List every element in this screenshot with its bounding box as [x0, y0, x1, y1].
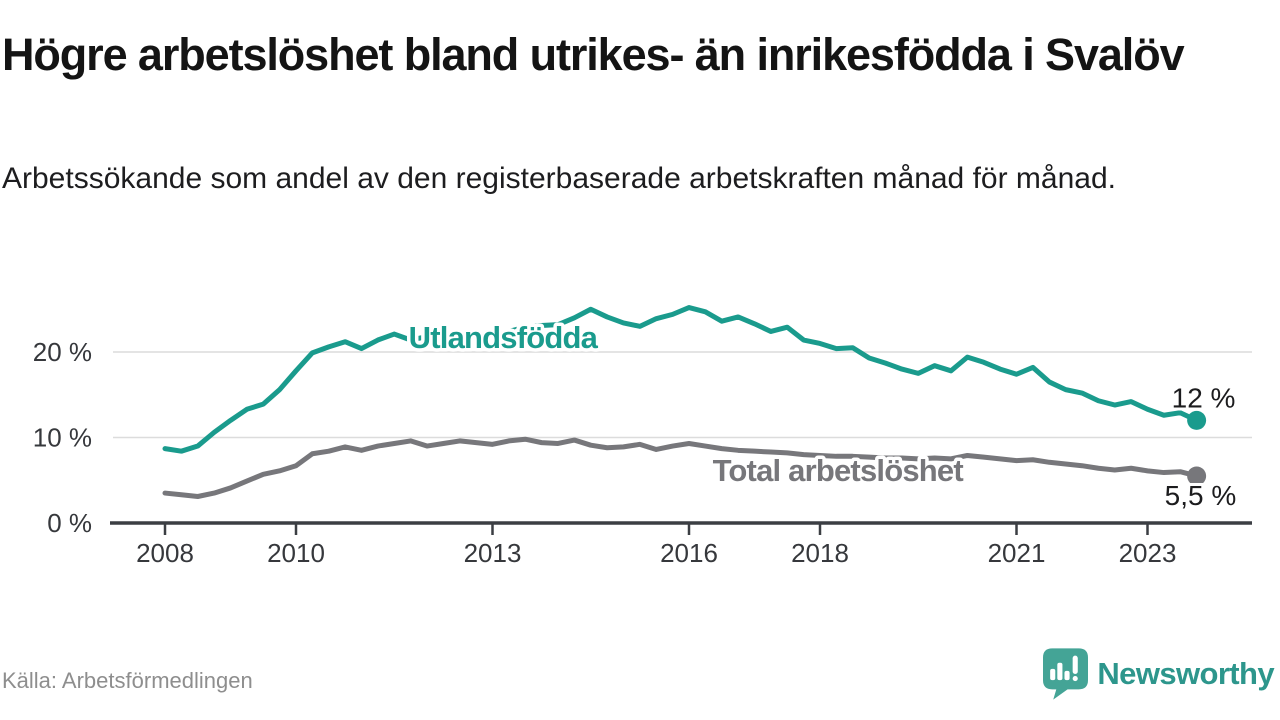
y-tick-label: 20 % [33, 337, 92, 367]
series-label-utlandsfodda: Utlandsfödda [409, 320, 599, 355]
x-tick-label: 2018 [791, 538, 849, 568]
series-line-utlandsfodda [162, 305, 1200, 454]
line-chart: 2008 2010 2013 2016 2018 2021 2023 0 % 10 % 20 % U… [0, 270, 1280, 600]
end-value-label: 12 % [1172, 382, 1236, 413]
newsworthy-logo: Newsworthy [1043, 646, 1275, 702]
series-end-dot [1187, 466, 1207, 486]
x-tick-label: 2013 [464, 538, 522, 568]
series-line-total [162, 436, 1200, 499]
series-label-total: Total arbetslöshet [713, 453, 964, 488]
logo-wordmark: Newsworthy [1097, 656, 1274, 691]
x-tick-label: 2010 [267, 538, 325, 568]
x-tick-label: 2023 [1119, 538, 1177, 568]
y-tick-label: 10 % [33, 423, 92, 453]
y-tick-label: 0 % [47, 508, 92, 538]
chart-subtitle: Arbetssökande som andel av den registerb… [2, 162, 1116, 195]
x-tick-label: 2016 [660, 538, 718, 568]
x-tick-label: 2008 [136, 538, 194, 568]
speech-bubble-bar-chart-icon [1043, 648, 1089, 700]
x-tick-label: 2021 [988, 538, 1046, 568]
page-title: Högre arbetslöshet bland utrikes- än inr… [2, 29, 1185, 80]
end-value-label: 5,5 % [1165, 480, 1237, 511]
series-end-dot [1187, 410, 1207, 430]
source-note: Källa: Arbetsförmedlingen [2, 668, 253, 693]
chart-canvas: 2008 2010 2013 2016 2018 2021 2023 0 % 10 % 20 % U… [33, 305, 1252, 568]
